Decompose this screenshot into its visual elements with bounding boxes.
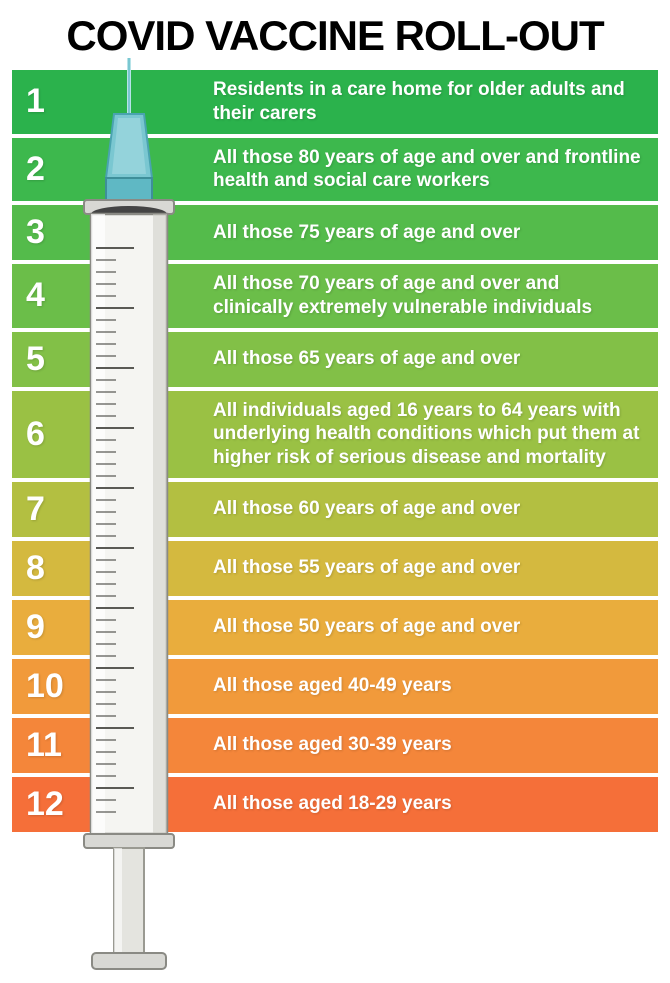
- priority-number: 2: [26, 150, 78, 189]
- priority-row: 8All those 55 years of age and over: [12, 541, 658, 596]
- priority-number: 7: [26, 490, 78, 529]
- priority-description: All those 80 years of age and over and f…: [78, 146, 644, 194]
- priority-row: 4All those 70 years of age and over and …: [12, 264, 658, 328]
- priority-row: 3All those 75 years of age and over: [12, 205, 658, 260]
- infographic-container: COVID VACCINE ROLL-OUT 1Residents in a c…: [0, 0, 670, 980]
- priority-row: 12All those aged 18-29 years: [12, 777, 658, 832]
- priority-description: All those 55 years of age and over: [78, 556, 644, 580]
- priority-description: All those 70 years of age and over and c…: [78, 272, 644, 320]
- priority-description: All those aged 18-29 years: [78, 792, 644, 816]
- priority-description: All those aged 40-49 years: [78, 674, 644, 698]
- page-title: COVID VACCINE ROLL-OUT: [12, 12, 658, 60]
- priority-row: 2All those 80 years of age and over and …: [12, 138, 658, 202]
- priority-number: 10: [26, 667, 78, 706]
- priority-number: 12: [26, 785, 78, 824]
- priority-number: 6: [26, 415, 78, 454]
- priority-description: All individuals aged 16 years to 64 year…: [78, 399, 644, 470]
- priority-description: All those 75 years of age and over: [78, 221, 644, 245]
- priority-number: 11: [26, 726, 78, 765]
- priority-number: 8: [26, 549, 78, 588]
- priority-number: 5: [26, 340, 78, 379]
- priority-description: All those 65 years of age and over: [78, 347, 644, 371]
- priority-number: 4: [26, 276, 78, 315]
- priority-row: 9All those 50 years of age and over: [12, 600, 658, 655]
- priority-row: 11All those aged 30-39 years: [12, 718, 658, 773]
- priority-number: 1: [26, 82, 78, 121]
- priority-row: 10All those aged 40-49 years: [12, 659, 658, 714]
- priority-row: 7All those 60 years of age and over: [12, 482, 658, 537]
- priority-row: 6All individuals aged 16 years to 64 yea…: [12, 391, 658, 478]
- priority-number: 3: [26, 213, 78, 252]
- priority-row: 1Residents in a care home for older adul…: [12, 70, 658, 134]
- priority-list: 1Residents in a care home for older adul…: [12, 70, 658, 832]
- priority-description: Residents in a care home for older adult…: [78, 78, 644, 126]
- priority-description: All those 50 years of age and over: [78, 615, 644, 639]
- priority-number: 9: [26, 608, 78, 647]
- priority-description: All those 60 years of age and over: [78, 497, 644, 521]
- priority-row: 5All those 65 years of age and over: [12, 332, 658, 387]
- priority-description: All those aged 30-39 years: [78, 733, 644, 757]
